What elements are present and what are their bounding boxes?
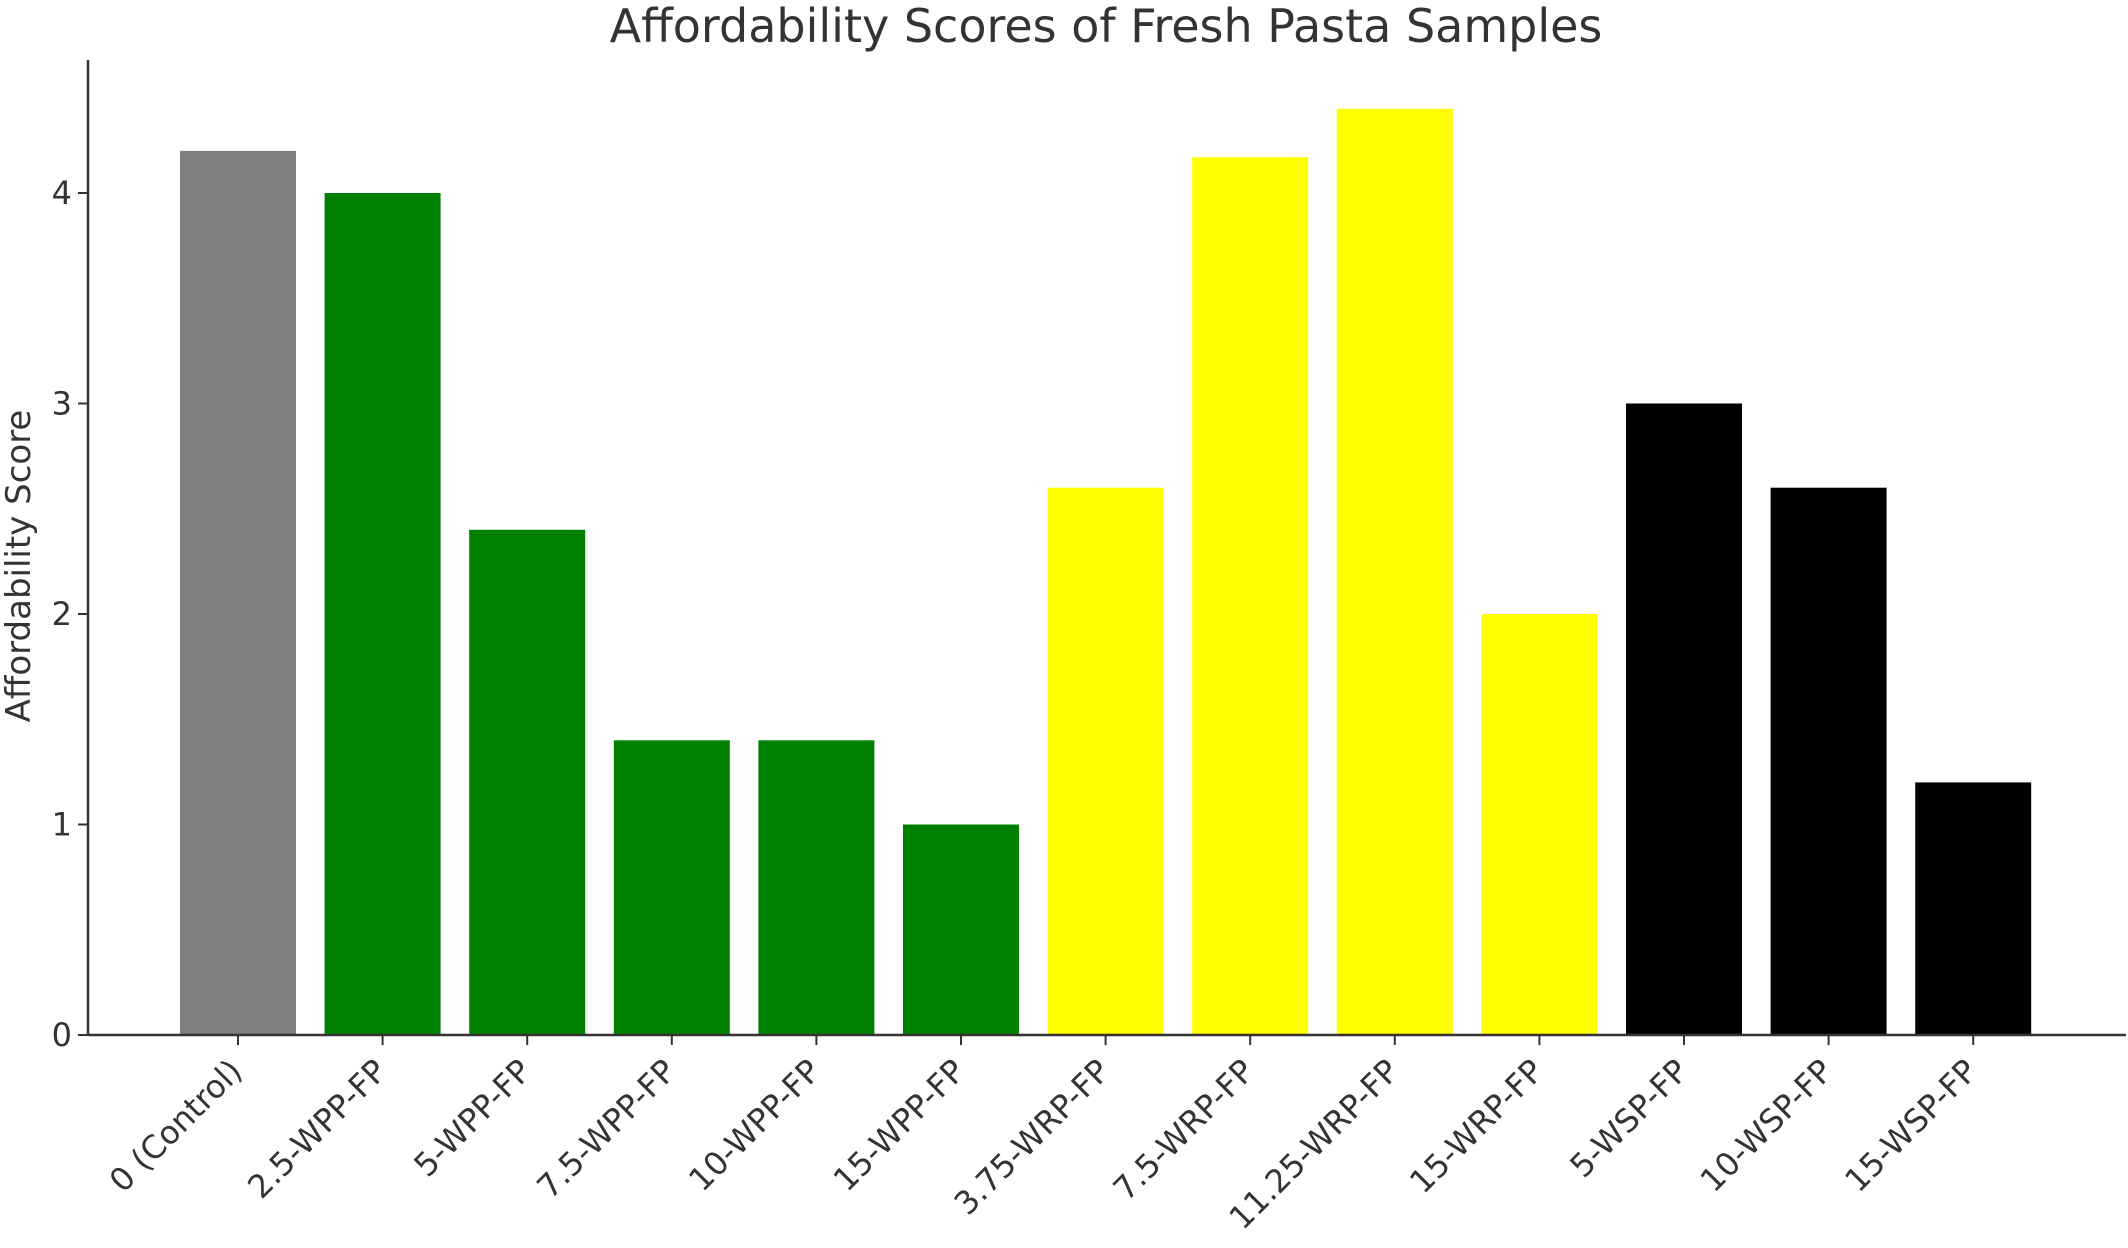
bar-6 (1047, 487, 1164, 1035)
x-tick-label-10: 5-WSP-FP (1562, 1052, 1695, 1185)
x-tick-label-11: 10-WSP-FP (1693, 1052, 1841, 1200)
y-tick-label-3: 3 (52, 385, 72, 423)
x-tick-label-0: 0 (Control) (102, 1052, 250, 1200)
x-ticks-group: 0 (Control)2.5-WPP-FP 5-WPP-FP7.5-WPP-FP1… (102, 1035, 1985, 1237)
x-tick-label-9: 15-WRP-FP (1402, 1052, 1551, 1201)
bar-5 (903, 824, 1019, 1035)
y-tick-label-4: 4 (52, 174, 72, 212)
x-tick-label-3: 7.5-WPP-FP (529, 1052, 683, 1206)
x-tick-label-2: 5-WPP-FP (406, 1052, 539, 1185)
y-tick-label-2: 2 (52, 595, 72, 633)
bar-2 (469, 529, 586, 1035)
x-tick-label-1: 2.5-WPP-FP (240, 1052, 394, 1206)
bar-3 (613, 740, 730, 1035)
bar-12 (1915, 782, 2032, 1035)
axes-group (86, 60, 2126, 1037)
bars-group (180, 108, 2032, 1036)
bar-0 (180, 150, 296, 1035)
bar-10 (1626, 403, 1742, 1035)
bar-11 (1770, 487, 1887, 1035)
y-ticks-group: 0 1 2 3 4 (52, 174, 88, 1054)
x-tick-label-6: 3.75-WRP-FP (947, 1052, 1118, 1223)
bar-8 (1336, 108, 1453, 1036)
x-tick-label-7: 7.5-WRP-FP (1106, 1052, 1262, 1208)
x-tick-label-5: 15-WPP-FP (826, 1052, 973, 1199)
y-tick-label-0: 0 (52, 1016, 72, 1054)
x-tick-label-12: 15-WSP-FP (1837, 1052, 1985, 1200)
bar-1 (324, 193, 441, 1035)
bar-7 (1192, 157, 1309, 1035)
chart-title: Affordability Scores of Fresh Pasta Samp… (610, 0, 1603, 53)
y-tick-label-1: 1 (52, 806, 72, 844)
y-axis-label: Affordability Score (0, 410, 39, 723)
bar-4 (758, 740, 875, 1035)
x-tick-label-4: 10-WPP-FP (681, 1052, 828, 1199)
bar-9 (1481, 614, 1598, 1035)
